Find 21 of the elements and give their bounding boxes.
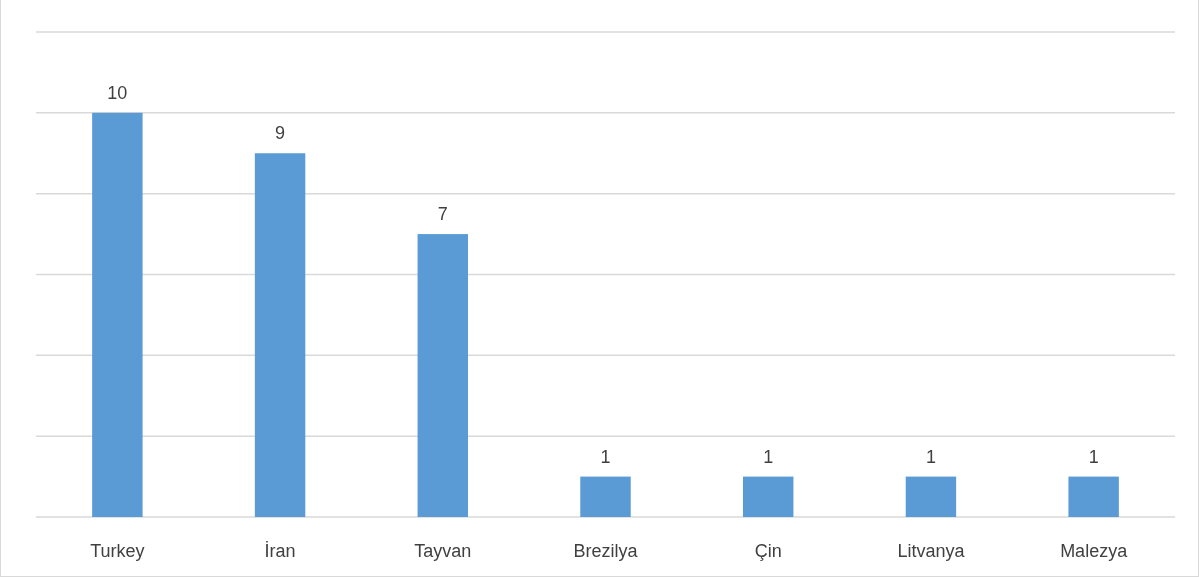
bar bbox=[1068, 476, 1119, 517]
x-tick-label: Çin bbox=[754, 541, 782, 561]
x-tick-label: Brezilya bbox=[573, 541, 639, 561]
bar bbox=[580, 476, 631, 517]
data-label: 10 bbox=[107, 82, 128, 103]
x-tick-label: Tayvan bbox=[414, 541, 472, 561]
data-label: 1 bbox=[1088, 446, 1099, 467]
x-tick-label: Turkey bbox=[90, 541, 145, 561]
x-tick-label: Malezya bbox=[1060, 541, 1129, 561]
x-tick-label: Litvanya bbox=[897, 541, 966, 561]
bar bbox=[905, 476, 957, 517]
data-label: 1 bbox=[925, 446, 936, 467]
bar bbox=[417, 234, 469, 517]
bar bbox=[92, 112, 143, 517]
x-tick-label: İran bbox=[264, 541, 296, 561]
data-label: 1 bbox=[600, 446, 611, 467]
data-label: 7 bbox=[437, 204, 448, 225]
data-label: 9 bbox=[275, 123, 286, 144]
data-label: 1 bbox=[763, 446, 774, 467]
bar bbox=[742, 476, 794, 517]
bar bbox=[254, 153, 306, 517]
